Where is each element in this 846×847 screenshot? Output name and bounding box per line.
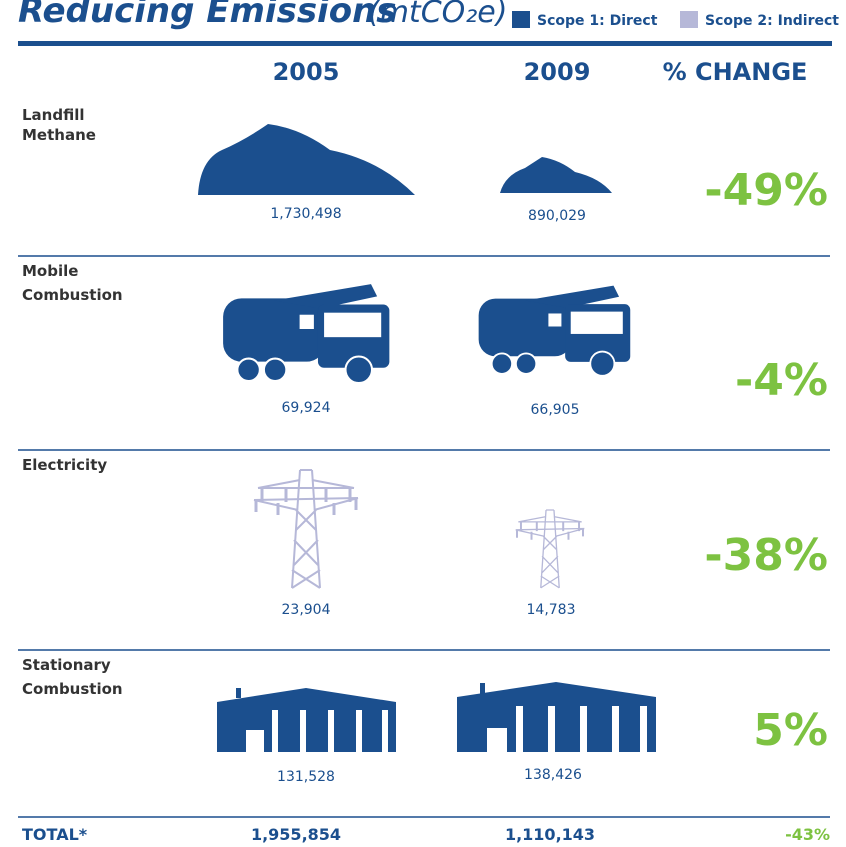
total-value: 1,955,854 (251, 825, 341, 844)
column-header: 2005 (273, 58, 340, 86)
value: 14,783 (527, 602, 576, 618)
truck-icon (479, 286, 631, 376)
value: 138,426 (524, 767, 582, 783)
value: 23,904 (282, 602, 331, 618)
total-label: TOTAL* (22, 825, 88, 844)
value: 69,924 (282, 400, 331, 416)
landfill-icon (198, 124, 415, 195)
legend-swatch (680, 11, 698, 28)
value: 1,730,498 (270, 206, 341, 222)
building-icon (217, 688, 396, 752)
percent-change: -38% (704, 530, 828, 581)
percent-change: 5% (753, 705, 828, 756)
legend-swatch (512, 11, 530, 28)
total-change: -43% (785, 825, 830, 844)
row-label: Electricity (22, 456, 107, 474)
header-rule (18, 41, 832, 46)
row-label: Combustion (22, 680, 123, 698)
value: 131,528 (277, 769, 335, 785)
row-label: Mobile (22, 262, 78, 280)
percent-change: -4% (735, 355, 828, 406)
row-label: Landfill (22, 106, 85, 124)
truck-icon (223, 284, 389, 383)
percent-change: -49% (704, 165, 828, 216)
tower-icon (254, 470, 358, 588)
page: Reducing Emissions (mtCO₂e) Scope 1: Dir… (0, 0, 846, 847)
row-label: Combustion (22, 286, 123, 304)
row-label: Methane (22, 126, 96, 144)
title: Reducing Emissions (18, 0, 397, 31)
legend-label: Scope 1: Direct (537, 13, 658, 29)
column-header: 2009 (524, 58, 591, 86)
unit: (mtCO₂e) (368, 0, 507, 30)
total-value: 1,110,143 (505, 825, 595, 844)
landfill-icon (500, 157, 612, 193)
tower-icon (516, 510, 585, 588)
value: 66,905 (531, 402, 580, 418)
value: 890,029 (528, 208, 586, 224)
legend-label: Scope 2: Indirect (705, 13, 839, 29)
infographic: Reducing Emissions (mtCO₂e) Scope 1: Dir… (0, 0, 846, 847)
row-label: Stationary (22, 656, 111, 674)
column-header: % CHANGE (663, 58, 808, 86)
building-icon (457, 682, 656, 752)
